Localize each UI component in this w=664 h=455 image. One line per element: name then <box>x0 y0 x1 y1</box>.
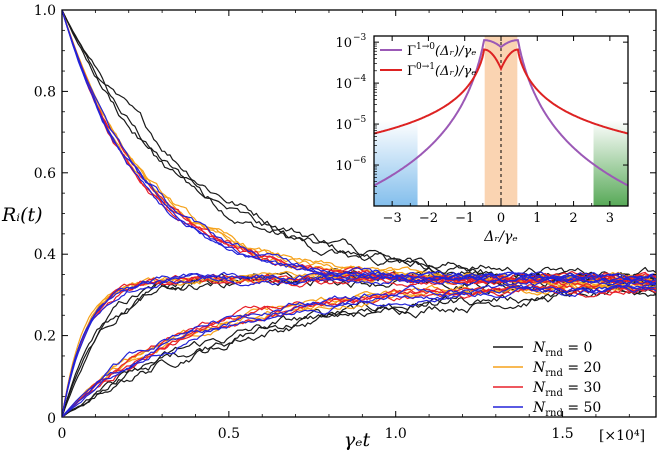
legend-label-suffix: = 0 <box>563 340 593 356</box>
inset-x-tick-label: −3 <box>383 211 402 226</box>
inset-legend-sup: 0→1 <box>416 62 435 72</box>
inset-x-tick-label: 1 <box>533 211 541 226</box>
inset-series-line <box>374 39 628 187</box>
origin-label: 0 <box>47 411 56 427</box>
series-line-n-rnd-50 <box>62 285 656 417</box>
inset-ticks: −3 −2 −1 0 1 2 310−610−510−410−3 <box>335 33 629 226</box>
x-axis-label: γₑt <box>344 429 371 451</box>
legend-label-main: N <box>532 400 546 416</box>
series-line-n-rnd-0 <box>62 282 656 417</box>
inset-legend-sup: 1→0 <box>416 42 435 52</box>
inset-y-tick-base: 10 <box>335 118 352 133</box>
y-tick-label: 0.8 <box>34 84 56 100</box>
x-tick-label: 1.5 <box>551 426 573 442</box>
inset-legend-main: Γ <box>407 64 416 79</box>
inset-x-tick-label: 0 <box>497 211 505 226</box>
legend-label-main: N <box>532 380 546 396</box>
series-line-n-rnd-50 <box>62 284 656 417</box>
inset-y-tick-base: 10 <box>335 159 352 174</box>
inset-x-tick-label: −1 <box>455 211 474 226</box>
series-line-n-rnd-50 <box>62 272 656 417</box>
legend-label: Nrnd = 30 <box>532 380 601 399</box>
inset-x-tick-label: 3 <box>606 211 614 226</box>
series-line-n-rnd-50 <box>62 271 656 417</box>
main-curves <box>62 10 656 417</box>
inset-shaded-region-right <box>593 119 628 206</box>
y-axis-label: Rᵢ(t) <box>1 204 43 226</box>
inset-y-tick-exponent: −6 <box>353 156 367 166</box>
y-tick-label: 0.4 <box>34 247 56 263</box>
legend-label: Nrnd = 50 <box>532 400 601 419</box>
legend-label-main: N <box>532 340 546 356</box>
legend-label-sub: rnd <box>545 368 563 379</box>
inset-x-axis-label: Δᵣ/γₑ <box>483 229 517 245</box>
inset-chart: −3 −2 −1 0 1 2 310−610−510−410−3 Δᵣ/γₑ Γ1→0(Δᵣ… <box>335 33 629 245</box>
main-ticks: 0 0.5 1.0 1.5 0.2 0.4 0.6 0.8 1.0 0 <box>34 3 656 442</box>
x-tick-label: 0.5 <box>218 426 240 442</box>
legend-label-suffix: = 50 <box>563 400 601 416</box>
inset-y-tick-label: 10 <box>335 77 352 92</box>
legend-label-sub: rnd <box>545 388 563 399</box>
x-tick-label: 1.0 <box>385 426 407 442</box>
legend-label-sub: rnd <box>545 408 563 419</box>
series-line-n-rnd-50 <box>62 271 656 417</box>
legend-label: Nrnd = 20 <box>532 360 601 379</box>
inset-legend-label: Γ0→1(Δᵣ)/γₑ <box>407 62 476 79</box>
series-line-n-rnd-50 <box>62 10 656 287</box>
inset-curves <box>374 36 628 206</box>
inset-y-tick-label: 10 <box>335 36 352 51</box>
series-line-n-rnd-50 <box>62 283 656 417</box>
legend-label-main: N <box>532 360 546 376</box>
inset-legend-rest: (Δᵣ)/γₑ <box>435 44 476 59</box>
inset-y-tick-label: 10 <box>335 118 352 133</box>
inset-shaded-regions <box>374 36 628 206</box>
y-tick-label: 1.0 <box>34 3 56 19</box>
inset-series-line <box>374 48 628 135</box>
y-tick-label: 0.6 <box>34 166 56 182</box>
inset-x-tick-label: 2 <box>569 211 577 226</box>
x-axis-unit-label: [×10⁴] <box>599 428 645 444</box>
inset-legend-label: Γ1→0(Δᵣ)/γₑ <box>407 42 476 59</box>
legend-label-suffix: = 30 <box>563 380 601 396</box>
inset-y-tick-exponent: −5 <box>353 115 367 125</box>
inset-x-tick-label: −2 <box>419 211 438 226</box>
legend-label-suffix: = 20 <box>563 360 601 376</box>
inset-y-tick-exponent: −3 <box>353 33 367 43</box>
legend-label-sub: rnd <box>545 348 563 359</box>
inset-legend-rest: (Δᵣ)/γₑ <box>435 64 476 79</box>
inset-y-tick-label: 10 <box>335 159 352 174</box>
legend-label: Nrnd = 0 <box>532 340 592 359</box>
inset-y-tick-base: 10 <box>335 77 352 92</box>
inset-y-tick-base: 10 <box>335 36 352 51</box>
inset-legend-main: Γ <box>407 44 416 59</box>
x-tick-label: 0 <box>58 426 67 442</box>
series-line-n-rnd-0 <box>62 10 656 287</box>
y-tick-label: 0.2 <box>34 329 56 345</box>
inset-y-tick-exponent: −4 <box>353 74 367 84</box>
